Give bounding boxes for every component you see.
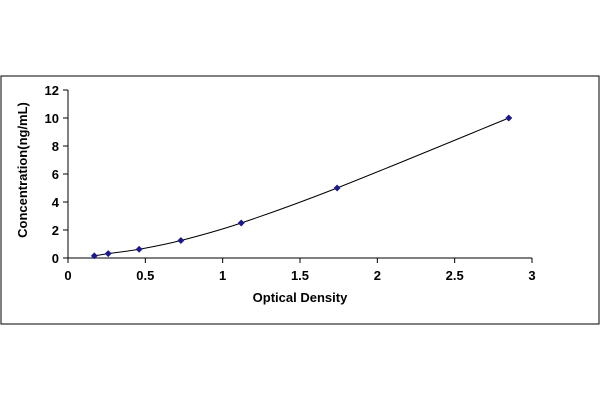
x-tick-label: 0 bbox=[64, 268, 71, 283]
y-tick-label: 8 bbox=[52, 139, 59, 154]
x-tick-label: 3 bbox=[528, 268, 535, 283]
x-tick-label: 2.5 bbox=[446, 268, 464, 283]
y-tick-label: 10 bbox=[45, 111, 59, 126]
y-tick-label: 6 bbox=[52, 167, 59, 182]
y-tick-label: 12 bbox=[45, 83, 59, 98]
x-axis-ticks: 0 0.5 1 1.5 2 2.5 3 bbox=[64, 258, 536, 283]
x-axis-title: Optical Density bbox=[253, 290, 348, 305]
data-point bbox=[505, 114, 513, 122]
x-tick-label: 2 bbox=[374, 268, 381, 283]
y-axis-title: Concentration(ng/mL) bbox=[15, 102, 30, 238]
x-tick-label: 0.5 bbox=[136, 268, 154, 283]
data-point bbox=[90, 252, 98, 260]
y-tick-label: 2 bbox=[52, 223, 59, 238]
data-point bbox=[135, 245, 143, 253]
data-point bbox=[333, 184, 341, 192]
y-tick-label: 0 bbox=[52, 251, 59, 266]
y-tick-label: 4 bbox=[52, 195, 60, 210]
x-tick-label: 1 bbox=[219, 268, 226, 283]
data-point bbox=[104, 250, 112, 258]
chart-border bbox=[0, 75, 600, 325]
y-axis-ticks: 0 2 4 6 8 10 12 bbox=[45, 83, 68, 266]
data-point bbox=[237, 219, 245, 227]
data-point bbox=[177, 236, 185, 245]
x-tick-label: 1.5 bbox=[291, 268, 309, 283]
